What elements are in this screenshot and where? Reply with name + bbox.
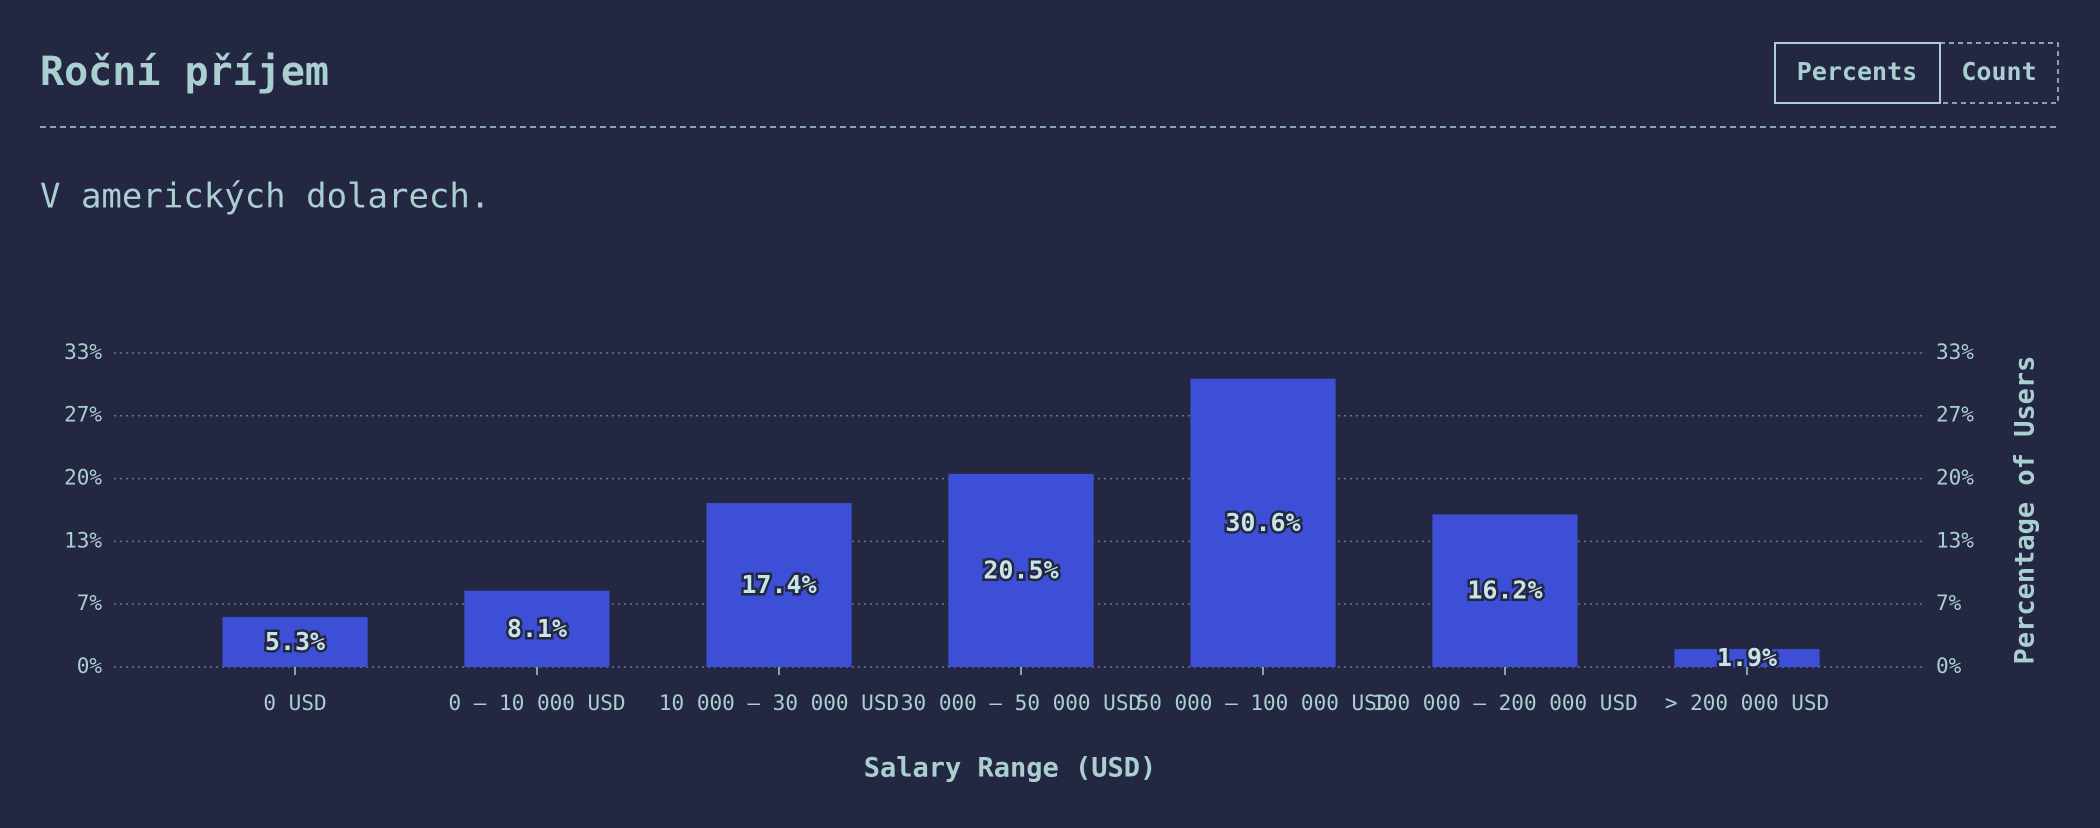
y-tick-label: 7%: [77, 591, 103, 615]
bar: [1432, 514, 1578, 667]
value-label: 16.2%: [1467, 576, 1542, 605]
y2-tick-label: 13%: [1936, 528, 1974, 552]
x-tick-label: 30 000 – 50 000 USD: [901, 691, 1141, 715]
x-tick-label: 10 000 – 30 000 USD: [659, 691, 899, 715]
x-tick-label: 100 000 – 200 000 USD: [1372, 691, 1638, 715]
bar: [464, 590, 610, 667]
bar: [948, 473, 1094, 667]
bar: [1190, 378, 1336, 667]
bar: [706, 503, 852, 667]
x-tick-label: > 200 000 USD: [1665, 691, 1829, 715]
page-title: Roční příjem: [40, 49, 329, 95]
x-tick-label: 0 USD: [263, 691, 326, 715]
subtitle: V amerických dolarech.: [40, 177, 490, 217]
y-tick-label: 13%: [64, 528, 102, 552]
y-tick-label: 0%: [77, 654, 103, 678]
value-label: 17.4%: [741, 570, 816, 599]
bar: [1674, 649, 1820, 667]
x-tick-label: 50 000 – 100 000 USD: [1137, 691, 1390, 715]
y-axis-label: Percentage of Users: [2010, 356, 2041, 665]
y-tick-label: 27%: [64, 403, 102, 427]
toggle-button[interactable]: [1939, 42, 2059, 104]
value-label: 5.3%: [265, 627, 325, 656]
value-label: 8.1%: [507, 614, 567, 643]
y2-tick-label: 27%: [1936, 403, 1974, 427]
toggle-label[interactable]: Count: [1961, 57, 2036, 86]
y-tick-label: 33%: [64, 340, 102, 364]
y2-tick-label: 20%: [1936, 466, 1974, 490]
y2-tick-label: 33%: [1936, 340, 1974, 364]
y2-tick-label: 7%: [1936, 591, 1962, 615]
toggle-label[interactable]: Percents: [1797, 57, 1917, 86]
y2-tick-label: 0%: [1936, 654, 1962, 678]
bar: [222, 617, 368, 667]
y-tick-label: 20%: [64, 466, 102, 490]
value-label: 30.6%: [1225, 508, 1300, 537]
value-label: 20.5%: [983, 555, 1058, 584]
x-tick-label: 0 – 10 000 USD: [448, 691, 625, 715]
x-axis-label: Salary Range (USD): [864, 753, 1157, 784]
